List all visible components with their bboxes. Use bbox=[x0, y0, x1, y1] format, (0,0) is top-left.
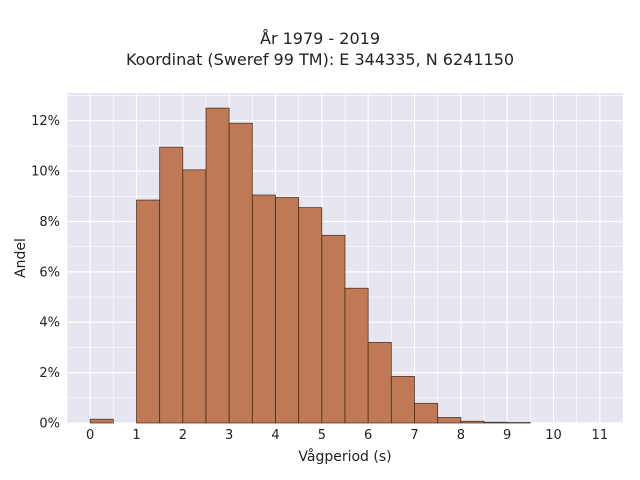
x-tick-label: 11 bbox=[592, 428, 609, 443]
x-tick-label: 5 bbox=[318, 428, 326, 443]
x-tick-label: 4 bbox=[271, 428, 279, 443]
x-tick-label: 6 bbox=[364, 428, 372, 443]
histogram-bar bbox=[182, 169, 207, 424]
histogram-bar bbox=[89, 418, 114, 424]
histogram-bar bbox=[275, 197, 300, 424]
histogram-bar bbox=[205, 107, 230, 424]
x-axis-ticks: 0 1 2 3 4 5 6 7 8 9 10 11 bbox=[86, 428, 608, 443]
y-tick-label: 4% bbox=[39, 316, 60, 331]
histogram-bar bbox=[251, 194, 276, 424]
x-tick-label: 2 bbox=[179, 428, 187, 443]
bars bbox=[89, 107, 531, 424]
histogram-bar bbox=[460, 420, 485, 424]
histogram-bar bbox=[159, 146, 184, 424]
x-tick-label: 1 bbox=[132, 428, 140, 443]
histogram-bar bbox=[390, 375, 415, 424]
x-tick-label: 3 bbox=[225, 428, 233, 443]
y-tick-label: 10% bbox=[31, 165, 60, 180]
y-tick-label: 12% bbox=[31, 114, 60, 129]
histogram-bar bbox=[506, 422, 531, 424]
x-axis-label: Vågperiod (s) bbox=[298, 448, 391, 465]
y-tick-label: 0% bbox=[39, 417, 60, 432]
histogram-bar bbox=[437, 417, 462, 424]
y-tick-label: 2% bbox=[39, 366, 60, 381]
histogram-bar bbox=[414, 402, 439, 424]
chart-title-line-1: År 1979 - 2019 bbox=[260, 29, 380, 48]
histogram-bar bbox=[344, 287, 369, 424]
x-tick-label: 0 bbox=[86, 428, 94, 443]
histogram-bar bbox=[298, 207, 323, 424]
y-axis-ticks: 0% 2% 4% 6% 8% 10% 12% bbox=[31, 114, 60, 431]
histogram-bar bbox=[321, 234, 346, 424]
histogram-bar bbox=[483, 421, 508, 424]
chart-title-line-2: Koordinat (Sweref 99 TM): E 344335, N 62… bbox=[125, 50, 515, 69]
histogram-bar bbox=[136, 199, 161, 424]
x-tick-label: 7 bbox=[410, 428, 418, 443]
y-axis-label: Andel bbox=[13, 238, 29, 278]
x-tick-label: 8 bbox=[457, 428, 465, 443]
x-tick-label: 10 bbox=[545, 428, 562, 443]
x-tick-label: 9 bbox=[503, 428, 511, 443]
histogram-bar bbox=[228, 122, 253, 424]
y-tick-label: 6% bbox=[39, 265, 60, 280]
histogram-bar bbox=[367, 341, 392, 424]
y-tick-label: 8% bbox=[39, 215, 60, 230]
